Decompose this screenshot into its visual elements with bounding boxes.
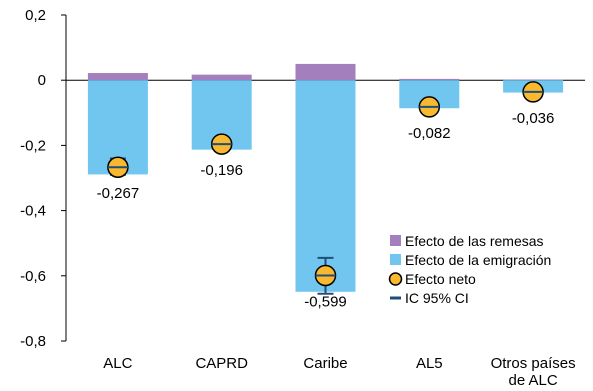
emigration-effect-bar: [295, 80, 356, 292]
y-tick-label: -0,4: [20, 203, 46, 220]
x-category-label: Otros países: [491, 355, 576, 372]
legend-label-remittances: Efecto de las remesas: [405, 233, 544, 249]
remittance-effect-bar: [503, 79, 564, 81]
remittance-effect-bar: [399, 78, 460, 81]
legend-swatch-net-effect: [388, 272, 403, 286]
net-effect-label: -0,267: [97, 185, 140, 202]
x-category-label: AL5: [416, 355, 443, 372]
legend-label-emigration: Efecto de la emigración: [405, 252, 551, 268]
legend: Efecto de las remesas Efecto de la emigra…: [388, 233, 551, 306]
legend-label-ci: IC 95% CI: [405, 290, 469, 306]
legend-swatch-emigration: [390, 254, 401, 265]
net-effect-label: -0,196: [200, 162, 243, 179]
axes: 0,2 0 -0,2 -0,4 -0,6 -0,8 ALC CAPRD Caribe AL5 Otr…: [20, 7, 585, 389]
remittance-effect-bar: [295, 63, 356, 81]
legend-label-net-effect: Efecto neto: [405, 271, 476, 287]
y-tick-label: 0,2: [25, 7, 46, 24]
y-tick-label: -0,8: [20, 333, 46, 350]
remittance-effect-bar: [87, 73, 148, 81]
bars: [87, 63, 564, 292]
x-category-label: Caribe: [303, 355, 347, 372]
x-category-label: CAPRD: [195, 355, 248, 372]
net-effect-label: -0,036: [512, 110, 555, 127]
remittance-effect-bar: [191, 74, 252, 81]
net-effect-label: -0,082: [408, 125, 451, 142]
net-effect-label: -0,599: [304, 293, 347, 310]
x-category-label: ALC: [103, 355, 132, 372]
y-tick-label: -0,6: [20, 268, 46, 285]
net-effect-points: [107, 81, 544, 287]
y-tick-label: 0: [38, 72, 46, 89]
legend-swatch-remittances: [390, 235, 401, 246]
y-tick-label: -0,2: [20, 137, 46, 154]
x-category-label: de ALC: [508, 372, 557, 389]
data-labels: -0,267 -0,196 -0,599 -0,082 -0,036: [97, 110, 555, 311]
